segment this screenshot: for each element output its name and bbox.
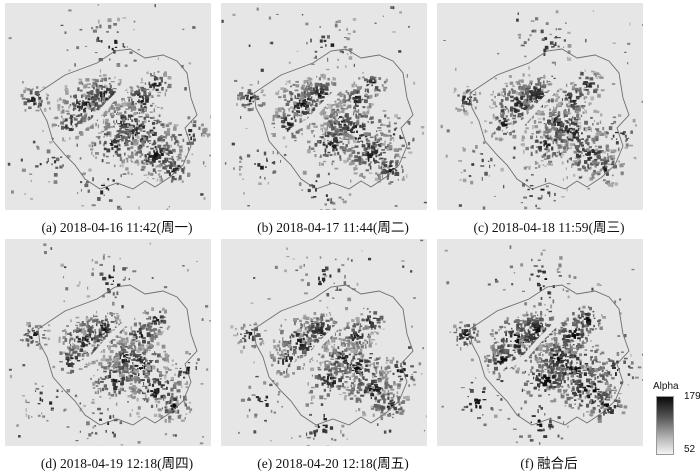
map-panel xyxy=(437,239,643,446)
panel-caption: (a) 2018-04-16 11:42(周一) xyxy=(41,220,193,235)
river-channel xyxy=(505,294,598,370)
city-boundary xyxy=(253,284,414,426)
panel-caption: (f) 融合后 xyxy=(520,456,578,471)
population-blocks xyxy=(230,239,427,446)
population-blocks xyxy=(7,4,211,210)
city-boundary xyxy=(37,48,198,190)
river-channel xyxy=(505,58,598,134)
population-blocks xyxy=(8,242,211,446)
map-panel xyxy=(437,3,643,210)
panel-caption: (b) 2018-04-17 11:44(周二) xyxy=(257,220,409,235)
density-map xyxy=(221,3,427,210)
river-channel xyxy=(289,294,382,370)
river-channel xyxy=(73,294,166,370)
city-boundary xyxy=(469,284,630,426)
density-map xyxy=(5,239,211,446)
legend-color-bar xyxy=(656,396,674,455)
density-map xyxy=(437,3,643,210)
city-boundary xyxy=(37,284,198,426)
river-channel xyxy=(73,58,166,134)
city-boundary xyxy=(469,48,630,190)
population-blocks xyxy=(221,6,427,210)
map-panel xyxy=(221,3,427,210)
city-boundary xyxy=(253,48,414,190)
density-map xyxy=(437,239,643,446)
map-panel xyxy=(5,3,211,210)
panel-caption: (e) 2018-04-20 12:18(周五) xyxy=(257,456,409,471)
legend-title: Alpha xyxy=(653,381,679,392)
legend-max-label: 179 xyxy=(684,391,700,402)
density-map xyxy=(221,239,427,446)
population-blocks xyxy=(440,10,643,210)
map-panel xyxy=(221,239,427,446)
panel-caption: (d) 2018-04-19 12:18(周四) xyxy=(40,456,194,471)
river-channel xyxy=(289,58,382,134)
panel-caption: (c) 2018-04-18 11:59(周三) xyxy=(473,220,625,235)
density-map xyxy=(5,3,211,210)
legend-min-label: 52 xyxy=(684,444,696,455)
map-panel xyxy=(5,239,211,446)
